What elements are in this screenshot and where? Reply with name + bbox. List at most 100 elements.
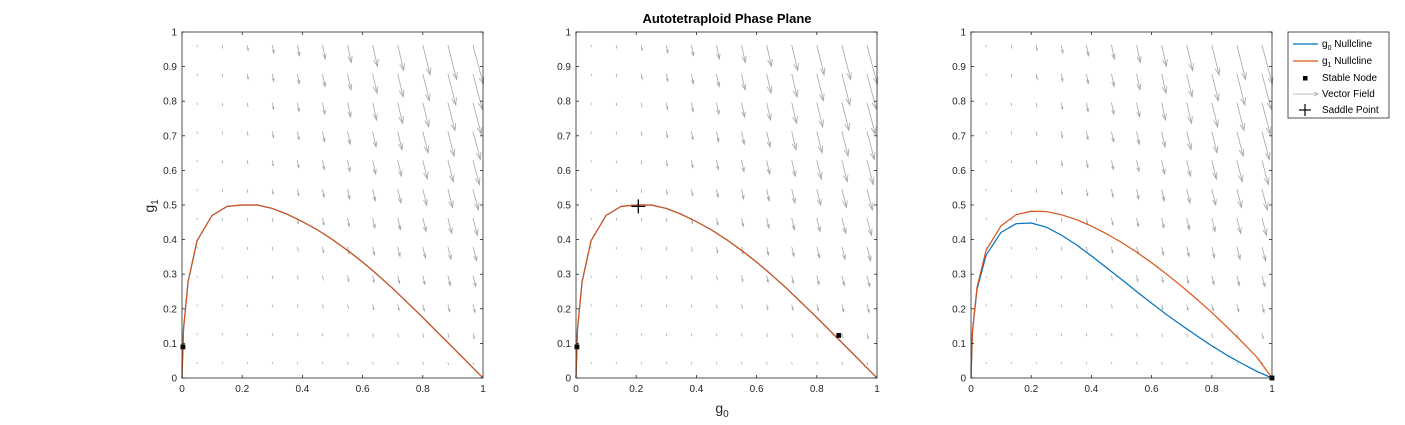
- vector-arrow: [841, 304, 845, 313]
- vector-arrow: [791, 73, 799, 99]
- vector-arrow: [690, 73, 695, 85]
- vector-arrow: [1035, 102, 1038, 108]
- saddle-point-marker: [631, 199, 646, 214]
- vector-arrow: [372, 362, 374, 365]
- vector-arrow: [665, 246, 668, 251]
- vector-arrow: [271, 275, 274, 280]
- vector-arrow: [690, 131, 694, 141]
- vector-arrow: [322, 189, 325, 199]
- vector-arrow: [472, 333, 475, 340]
- vector-arrow: [1211, 275, 1215, 286]
- vector-arrow: [866, 217, 873, 237]
- vector-arrow: [447, 333, 450, 339]
- vector-arrow: [422, 73, 431, 103]
- y-tick-label: 0.1: [163, 339, 177, 350]
- vector-arrow: [816, 102, 824, 129]
- vector-arrow: [1111, 189, 1114, 199]
- vector-arrow: [1161, 275, 1164, 284]
- vector-arrow: [422, 304, 426, 313]
- vector-arrow: [1161, 102, 1167, 122]
- vector-arrow: [1060, 131, 1064, 139]
- vector-arrow: [397, 246, 401, 258]
- x-tick-label: 0: [968, 384, 974, 395]
- vector-arrow: [447, 160, 455, 183]
- legend-label-stable-node: Stable Node: [1322, 73, 1377, 84]
- vector-arrow: [1111, 44, 1116, 61]
- vector-arrow: [1035, 44, 1038, 52]
- vector-arrow: [1186, 246, 1190, 258]
- vector-arrow: [1186, 160, 1192, 178]
- vector-arrow: [1111, 246, 1114, 254]
- y-tick-label: 0.9: [163, 62, 177, 73]
- vector-arrow: [1085, 304, 1088, 308]
- vector-arrow: [1111, 275, 1113, 281]
- vector-arrow: [665, 304, 668, 308]
- vector-arrow: [447, 102, 457, 132]
- vector-arrow: [422, 189, 428, 207]
- y-tick-label: 0.7: [557, 131, 571, 142]
- y-tick-label: 0.4: [952, 235, 966, 246]
- vector-arrow: [866, 333, 869, 340]
- vector-arrow: [690, 102, 695, 113]
- vector-arrow: [372, 333, 374, 338]
- vector-arrow: [866, 304, 870, 314]
- y-tick-label: 0.3: [952, 270, 966, 281]
- y-tick-label: 0.3: [163, 270, 177, 281]
- legend-label-g0-nullcline: g0 Nullcline: [1322, 39, 1372, 52]
- x-tick-label: 0.8: [1205, 384, 1219, 395]
- vector-arrow: [296, 275, 299, 280]
- vector-arrow: [741, 217, 745, 228]
- y-tick-label: 0.8: [163, 97, 177, 108]
- vector-arrow: [1211, 44, 1221, 77]
- vector-arrow: [766, 246, 770, 257]
- vector-arrow: [322, 246, 325, 254]
- vector-arrow: [1111, 160, 1115, 171]
- vector-arrow: [816, 44, 826, 77]
- stable-node-marker: [836, 333, 842, 338]
- vector-arrow: [1261, 160, 1270, 186]
- y-tick-label: 0: [960, 374, 966, 385]
- y-axis-label-sub: 1: [150, 199, 161, 205]
- vector-arrow: [690, 160, 694, 169]
- x-tick-label: 1: [480, 384, 486, 395]
- vector-arrow: [472, 362, 475, 366]
- y-tick-label: 0.1: [557, 339, 571, 350]
- vector-arrow: [1136, 217, 1140, 228]
- vector-arrow: [372, 275, 375, 284]
- vector-arrow: [866, 275, 871, 288]
- vector-arrow: [615, 73, 618, 78]
- vector-arrow: [1236, 217, 1242, 235]
- vector-arrow: [1060, 44, 1064, 55]
- vector-arrow: [1236, 73, 1246, 107]
- vector-arrow: [841, 44, 852, 81]
- x-tick-label: 0.4: [1084, 384, 1098, 395]
- vector-arrow: [271, 131, 275, 139]
- vector-arrow: [397, 131, 404, 152]
- vector-arrow: [1111, 333, 1113, 337]
- y-tick-label: 0.9: [557, 62, 571, 73]
- vector-arrow: [1261, 217, 1268, 237]
- vector-arrow: [741, 44, 747, 64]
- vector-arrow: [841, 217, 847, 235]
- vector-arrow: [372, 44, 379, 68]
- vector-arrow: [322, 275, 324, 281]
- vector-arrow: [1186, 102, 1193, 125]
- vector-arrow: [1161, 131, 1167, 149]
- vector-arrow: [615, 102, 618, 106]
- vector-arrow: [1085, 102, 1090, 113]
- vector-arrow: [422, 102, 430, 129]
- vector-arrow: [372, 217, 376, 230]
- vector-arrow: [791, 304, 794, 312]
- vector-arrow: [1060, 246, 1063, 251]
- vector-arrow: [816, 246, 821, 259]
- legend: g0 Nullcline g1 Nullcline Stable Node Ve…: [1287, 31, 1390, 119]
- vector-arrow: [665, 217, 668, 223]
- vector-arrow: [866, 102, 877, 136]
- vector-arrow: [1211, 217, 1216, 233]
- vector-arrow: [1060, 160, 1064, 168]
- vector-arrow: [422, 246, 427, 259]
- vector-arrow: [665, 102, 669, 111]
- g0-nullcline-line: [970, 222, 1273, 379]
- vector-arrow: [1136, 160, 1140, 173]
- vector-arrow: [640, 217, 643, 222]
